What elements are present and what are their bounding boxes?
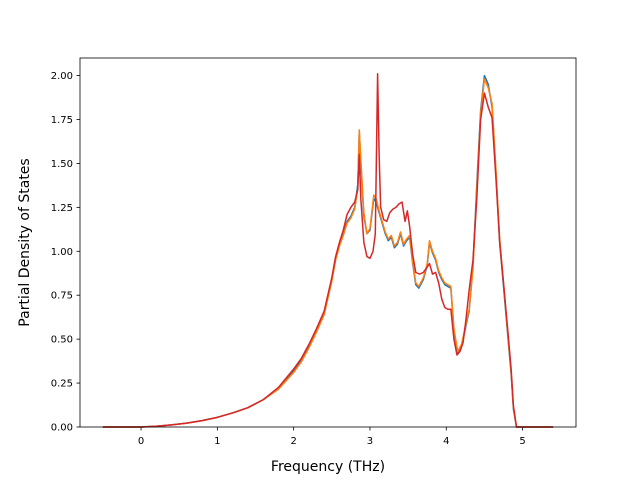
series-lines <box>102 73 554 428</box>
y-tick-label: 0.50 <box>51 335 73 346</box>
x-tick-label: 3 <box>367 436 373 447</box>
y-tick-label: 0.00 <box>51 423 73 434</box>
series-line-2 <box>102 78 554 428</box>
y-tick-label: 1.25 <box>51 203 73 214</box>
y-tick-label: 1.50 <box>51 159 73 170</box>
x-tick-label: 1 <box>214 436 220 447</box>
plot-frame <box>79 57 577 428</box>
x-tick-label: 5 <box>519 436 525 447</box>
axis-ticks: 0 1 2 3 4 5 0.00 0.25 0.50 0.75 1.00 1.25 1.50 1.75 2.… <box>51 71 526 447</box>
y-axis-label: Partial Density of States <box>17 158 33 326</box>
y-tick-label: 1.00 <box>51 247 73 258</box>
x-axis-label: Frequency (THz) <box>271 459 385 475</box>
y-tick-label: 2.00 <box>51 71 73 82</box>
x-tick-label: 0 <box>138 436 144 447</box>
x-tick-label: 4 <box>443 436 449 447</box>
x-tick-label: 2 <box>290 436 296 447</box>
y-tick-label: 0.25 <box>51 379 73 390</box>
series-line-3 <box>102 73 554 428</box>
y-tick-label: 1.75 <box>51 115 73 126</box>
y-tick-label: 0.75 <box>51 291 73 302</box>
series-line-1 <box>102 74 554 428</box>
